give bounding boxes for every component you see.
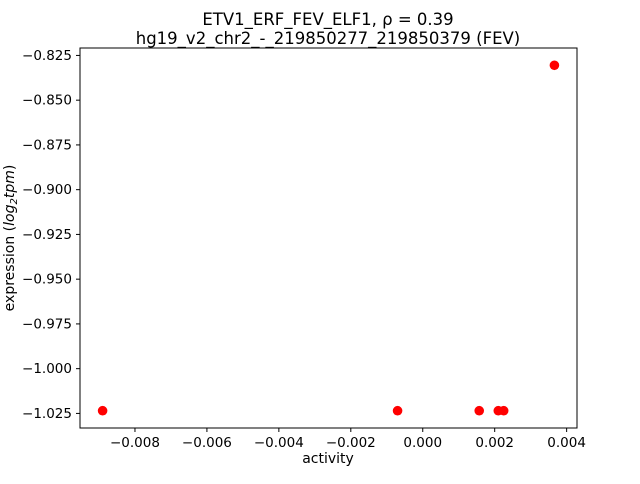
y-axis-label-part: expression ( [2,226,18,311]
data-point [474,405,485,416]
data-point [498,405,509,416]
y-tick-label: −1.025 [22,406,72,422]
y-tick-label: −0.825 [22,48,72,64]
y-tick-label: −0.925 [22,227,72,243]
x-axis-label: activity [302,451,354,467]
x-tick-label: 0.004 [547,435,586,451]
x-tick-label: −0.006 [182,435,232,451]
y-axis-label-part: 2 [9,198,20,204]
y-tick-label: −0.975 [22,316,72,332]
y-tick-label: −0.900 [22,182,72,198]
data-point [97,405,108,416]
data-point [392,405,403,416]
y-axis-label-part: tpm [2,170,18,198]
chart-subtitle: hg19_v2_chr2_-_219850277_219850379 (FEV) [136,29,521,49]
y-axis-label-part: log [2,204,18,225]
y-tick-label: −0.850 [22,93,72,109]
x-tick-label: 0.000 [403,435,442,451]
chart-title: ETV1_ERF_FEV_ELF1, ρ = 0.39 [202,10,453,30]
points-layer [97,60,560,416]
x-tick-label: 0.002 [475,435,514,451]
y-tick-label: −0.950 [22,272,72,288]
y-axis-label: expression (log2tpm) [2,165,20,312]
x-tick-label: −0.004 [254,435,304,451]
y-tick-label: −1.000 [22,361,72,377]
data-point [549,60,560,71]
y-tick-label: −0.875 [22,137,72,153]
axes-spines [79,47,578,429]
x-tick-label: −0.008 [110,435,160,451]
x-tick-label: −0.002 [326,435,376,451]
y-axis-label-part: ) [2,165,18,170]
